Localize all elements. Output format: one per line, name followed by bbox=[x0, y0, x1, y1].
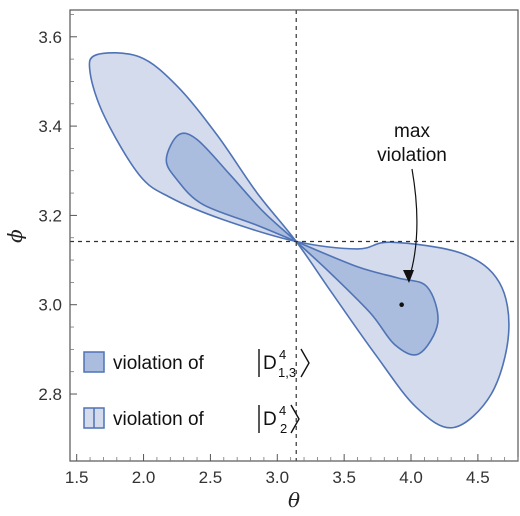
ket-inner: D 4 1,3 bbox=[258, 347, 310, 380]
legend-item-inner: violation of D 4 1,3 bbox=[83, 347, 310, 380]
ket-angle-outer bbox=[290, 404, 300, 434]
x-tick-label: 3.0 bbox=[265, 468, 289, 487]
annotation-line-1: max bbox=[394, 121, 430, 142]
ket-sup-inner: 4 bbox=[279, 347, 286, 362]
ket-outer: D 4 2 bbox=[258, 403, 300, 436]
y-tick-label: 2.8 bbox=[38, 385, 62, 404]
y-axis-ticks: 2.8 3.0 3.2 3.4 3.6 bbox=[38, 14, 77, 404]
legend-item-outer: violation of D 4 2 bbox=[83, 403, 300, 436]
reference-lines bbox=[70, 10, 518, 461]
annotation-line-2: violation bbox=[377, 145, 447, 166]
annotation-arrow bbox=[408, 168, 418, 280]
ket-angle-inner bbox=[300, 348, 310, 378]
x-tick-label: 4.0 bbox=[399, 468, 423, 487]
x-tick-label: 1.5 bbox=[65, 468, 89, 487]
x-tick-label: 2.5 bbox=[199, 468, 223, 487]
ket-sub-inner: 1,3 bbox=[278, 365, 296, 380]
y-axis-label: ϕ bbox=[3, 229, 27, 243]
legend-label-inner: violation of bbox=[113, 353, 205, 374]
x-tick-label: 4.5 bbox=[466, 468, 490, 487]
max-violation-annotation: max violation bbox=[377, 121, 447, 308]
legend-inner-prefix: violation of bbox=[113, 353, 205, 374]
annotation-arrowhead bbox=[403, 270, 414, 283]
ket-symbol-outer: D bbox=[263, 409, 277, 430]
legend-label-outer: violation of bbox=[113, 409, 205, 430]
y-tick-label: 3.6 bbox=[38, 28, 62, 47]
legend-outer-prefix: violation of bbox=[113, 409, 205, 430]
legend-swatch-inner bbox=[83, 351, 105, 373]
x-axis-label: θ bbox=[288, 488, 300, 512]
ket-symbol-inner: D bbox=[263, 353, 277, 374]
plot-frame bbox=[69, 9, 519, 462]
legend: violation of D 4 1,3 violation of D 4 2 bbox=[83, 347, 310, 436]
ket-sub-outer: 2 bbox=[280, 421, 287, 436]
max-violation-point bbox=[399, 302, 404, 308]
y-tick-label: 3.4 bbox=[38, 117, 62, 136]
x-axis-ticks: 1.5 2.0 2.5 3.0 3.5 4.0 4.5 bbox=[65, 454, 519, 487]
ket-sup-outer: 4 bbox=[279, 403, 286, 418]
y-tick-label: 3.2 bbox=[38, 206, 62, 225]
y-tick-label: 3.0 bbox=[38, 296, 62, 315]
x-tick-label: 2.0 bbox=[132, 468, 156, 487]
x-tick-label: 3.5 bbox=[332, 468, 356, 487]
